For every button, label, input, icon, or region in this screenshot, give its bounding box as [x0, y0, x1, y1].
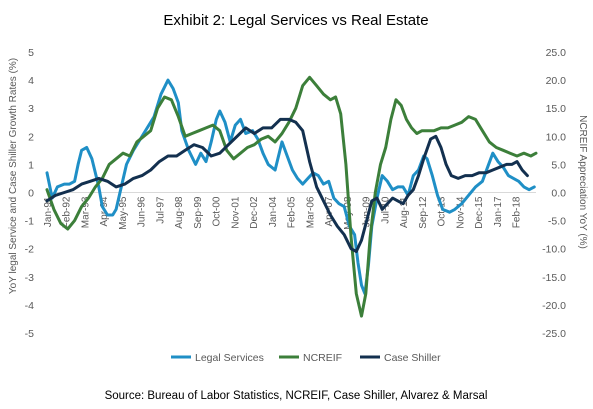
- x-tick-label: Oct-00: [212, 196, 223, 226]
- left-tick-label: -4: [25, 300, 34, 312]
- right-tick-label: -15.0: [542, 272, 566, 284]
- left-tick-label: 4: [28, 75, 34, 87]
- left-tick-label: -5: [25, 328, 34, 340]
- x-tick-label: Sep-99: [193, 196, 204, 229]
- series-line-case-shiller: [45, 117, 529, 253]
- x-tick-label: Jul-10: [380, 196, 391, 224]
- x-tick-label: Dec-15: [474, 196, 485, 229]
- x-tick-label: May-95: [118, 196, 129, 230]
- x-tick-label: Jul-97: [155, 196, 166, 224]
- x-tick-label: Mar-93: [80, 196, 91, 228]
- x-tick-label: Feb-18: [512, 196, 523, 228]
- left-tick-label: 2: [28, 131, 34, 143]
- right-tick-label: 20.0: [546, 75, 567, 87]
- x-tick-label: Nov-01: [230, 196, 241, 229]
- left-tick-label: -1: [25, 216, 34, 228]
- legend: Legal Services NCREIF Case Shiller: [171, 352, 441, 364]
- right-tick-label: -10.0: [542, 244, 566, 256]
- x-tick-label: Feb-92: [62, 196, 73, 228]
- x-tick-label: Feb-05: [287, 196, 298, 228]
- right-tick-label: 10.0: [546, 131, 567, 143]
- series-line-ncreif: [45, 75, 538, 318]
- left-axis-ticks: 5 4 3 2 1 0 -1 -2 -3 -4 -5: [25, 47, 35, 340]
- x-tick-label: Jun-09: [362, 196, 373, 227]
- left-tick-label: 5: [28, 47, 34, 59]
- chart-source: Source: Bureau of Labor Statistics, NCRE…: [105, 390, 488, 402]
- legend-label-ncreif: NCREIF: [303, 352, 342, 364]
- left-tick-label: 3: [28, 103, 34, 115]
- left-tick-label: -3: [25, 272, 34, 284]
- left-tick-label: 1: [28, 159, 34, 171]
- right-tick-label: -20.0: [542, 300, 566, 312]
- x-tick-label: Jan-17: [493, 196, 504, 227]
- right-tick-label: 25.0: [546, 47, 567, 59]
- legend-label-case-shiller: Case Shiller: [384, 352, 441, 364]
- right-tick-label: -25.0: [542, 328, 566, 340]
- x-tick-label: Aug-98: [174, 196, 185, 229]
- series-lines: [45, 75, 538, 318]
- right-tick-label: 0.0: [551, 188, 566, 200]
- x-tick-label: Jan-04: [268, 196, 279, 227]
- left-tick-label: 0: [28, 188, 34, 200]
- right-tick-label: 5.0: [551, 159, 566, 171]
- x-tick-label: Nov-14: [455, 196, 466, 229]
- x-tick-label: Oct-13: [437, 196, 448, 226]
- x-tick-label: Jun-96: [137, 196, 148, 227]
- left-tick-label: -2: [25, 244, 34, 256]
- x-tick-label: Mar-06: [305, 196, 316, 228]
- x-tick-label: Aug-11: [399, 196, 410, 228]
- right-axis-title: NCREIF Appreciation YoY (%): [577, 115, 588, 249]
- right-tick-label: 15.0: [546, 103, 567, 115]
- x-tick-label: Jan-91: [43, 196, 54, 227]
- right-tick-label: -5.0: [548, 216, 566, 228]
- chart-title: Exhibit 2: Legal Services vs Real Estate: [163, 12, 428, 29]
- legend-label-legal-services: Legal Services: [195, 352, 264, 364]
- left-axis-title: YoY legal Service and Case Shiller Growt…: [8, 58, 19, 294]
- x-tick-label: Sep-12: [418, 196, 429, 229]
- right-axis-ticks: 25.0 20.0 15.0 10.0 5.0 0.0 -5.0 -10.0 -15.0 -20.…: [542, 47, 566, 340]
- x-tick-label: Dec-02: [249, 196, 260, 229]
- series-line-legal-services: [45, 78, 536, 296]
